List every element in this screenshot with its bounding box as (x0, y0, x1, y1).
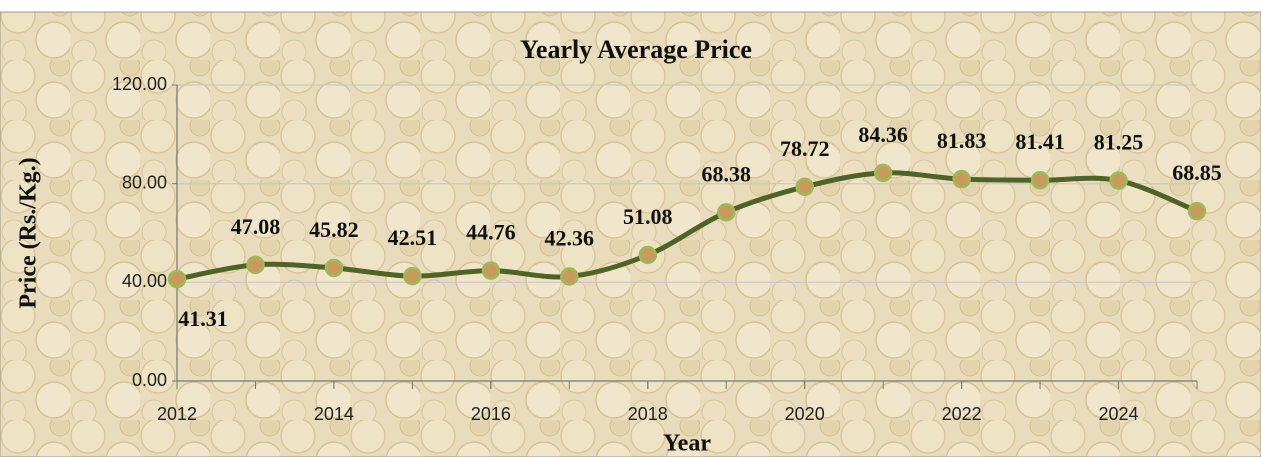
data-point (1032, 172, 1048, 188)
data-label: 81.25 (1094, 130, 1144, 155)
x-tick-label: 2020 (785, 404, 825, 424)
x-tick-label: 2014 (314, 404, 354, 424)
data-label: 41.31 (178, 306, 228, 331)
data-point (247, 257, 263, 273)
x-tick-label: 2024 (1099, 404, 1139, 424)
y-tick-label: 40.00 (122, 271, 167, 291)
y-tick-label: 120.00 (112, 74, 167, 94)
data-label: 78.72 (780, 136, 830, 161)
y-tick-label: 0.00 (132, 370, 167, 390)
chart-background (0, 12, 1261, 457)
data-point (483, 263, 499, 279)
data-point (404, 268, 420, 284)
data-point (954, 171, 970, 187)
data-label: 68.38 (701, 161, 751, 186)
data-point (1189, 203, 1205, 219)
data-point (1111, 173, 1127, 189)
chart-title: Yearly Average Price (520, 35, 752, 64)
x-tick-label: 2012 (157, 404, 197, 424)
chart: Yearly Average Price Price (Rs./Kg.) Yea… (0, 0, 1261, 457)
data-label: 81.83 (937, 128, 987, 153)
x-tick-label: 2016 (471, 404, 511, 424)
y-axis-label: Price (Rs./Kg.) (16, 157, 42, 308)
data-label: 51.08 (623, 204, 673, 229)
x-tick-label: 2022 (942, 404, 982, 424)
data-point (326, 260, 342, 276)
data-label: 44.76 (466, 220, 516, 245)
x-axis-label: Year (663, 431, 711, 457)
data-point (640, 247, 656, 263)
data-point (797, 179, 813, 195)
data-label: 47.08 (231, 214, 281, 239)
data-label: 42.36 (545, 226, 595, 251)
x-tick-label: 2018 (628, 404, 668, 424)
data-label: 81.41 (1015, 129, 1065, 154)
data-point (875, 165, 891, 181)
data-point (718, 204, 734, 220)
y-tick-label: 80.00 (122, 172, 167, 192)
data-point (169, 271, 185, 287)
data-label: 84.36 (858, 122, 908, 147)
data-label: 68.85 (1172, 160, 1222, 185)
data-label: 42.51 (388, 225, 438, 250)
data-point (561, 269, 577, 285)
data-label: 45.82 (309, 217, 359, 242)
